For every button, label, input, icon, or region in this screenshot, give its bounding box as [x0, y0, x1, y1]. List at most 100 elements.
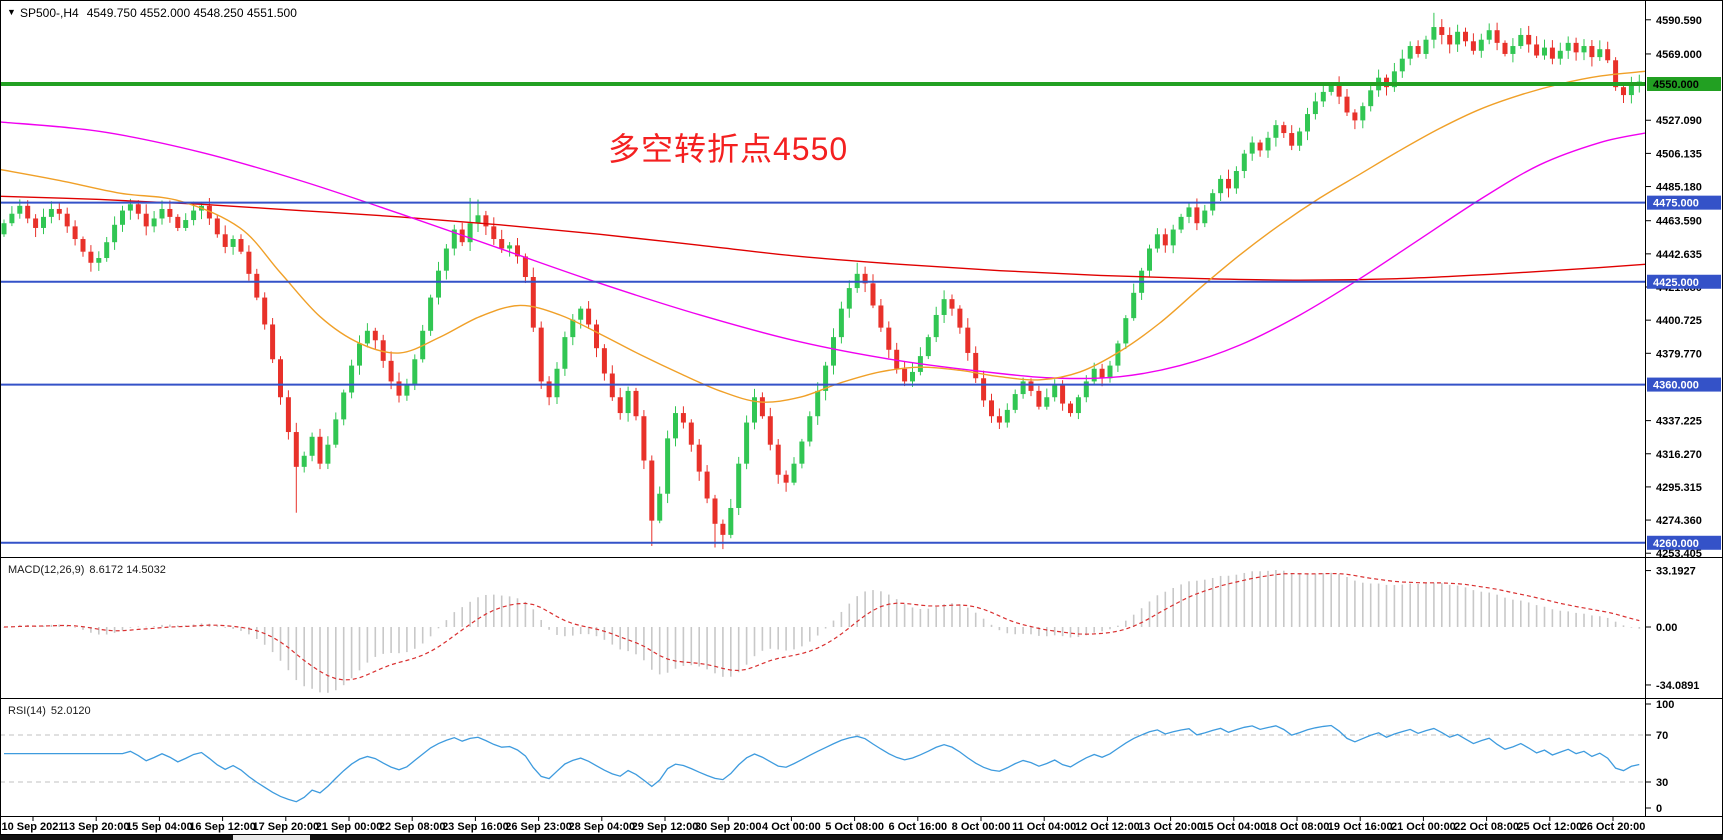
candle-body	[823, 365, 829, 391]
candle-body	[270, 324, 276, 360]
candle-body	[262, 297, 268, 325]
time-tick-label: 5 Oct 08:00	[825, 821, 884, 833]
candle-body	[1131, 292, 1137, 319]
macd-histogram-bar	[911, 607, 914, 627]
taskbar-strip	[0, 835, 1723, 840]
macd-histogram-bar	[1591, 615, 1593, 627]
candle-body	[1344, 96, 1350, 113]
price-tick-label: 4274.360	[1656, 515, 1702, 527]
candle-body	[175, 216, 181, 228]
candle-body	[1241, 153, 1247, 172]
candle-body	[767, 416, 773, 445]
macd-histogram-bar	[50, 624, 53, 627]
candle-body	[1455, 31, 1461, 45]
macd-histogram-bar	[1251, 571, 1253, 627]
candle-body	[1297, 131, 1303, 146]
macd-histogram-bar	[903, 604, 906, 627]
candle-body	[696, 444, 702, 472]
candle-body	[1328, 85, 1334, 92]
macd-histogram-bar	[1132, 614, 1135, 627]
macd-histogram-bar	[500, 595, 503, 627]
macd-histogram-bar	[437, 627, 440, 629]
candle-body	[641, 416, 647, 461]
macd-histogram-bar	[105, 627, 108, 635]
candle-body	[1075, 397, 1081, 414]
macd-label: MACD(12,26,9) 8.6172 14.5032	[8, 564, 166, 576]
time-tick-label: 30 Sep 20:00	[695, 821, 762, 833]
macd-histogram-bar	[643, 627, 645, 661]
candle-body	[451, 229, 457, 249]
candle-body	[680, 413, 686, 423]
macd-histogram-bar	[485, 594, 487, 627]
time-tick-label: 4 Oct 00:00	[762, 821, 821, 833]
candle-body	[1526, 34, 1532, 45]
candle-body	[894, 349, 900, 369]
time-tick-label: 11 Oct 04:00	[1012, 821, 1076, 833]
time-tick-label: 26 Sep 23:00	[505, 821, 572, 833]
macd-histogram-bar	[927, 608, 930, 627]
candle-body	[1226, 178, 1231, 189]
macd-histogram-bar	[579, 627, 582, 635]
candle-body	[341, 392, 347, 420]
candle-body	[601, 348, 607, 374]
candle-body	[1004, 409, 1010, 423]
candle-body	[1091, 368, 1097, 382]
macd-histogram-bar	[421, 627, 424, 644]
macd-histogram-bar	[587, 627, 590, 635]
price-tick-label: 4295.315	[1656, 482, 1702, 494]
time-tick-label: 13 Oct 20:00	[1138, 821, 1203, 833]
macd-histogram-bar	[248, 627, 250, 635]
rsi-tick-label: 0	[1656, 803, 1662, 815]
level-price-badge[interactable]	[1647, 195, 1721, 210]
candle-body	[183, 220, 189, 228]
ohlc-values: 4549.750 4552.000 4548.250 4551.500	[86, 6, 297, 20]
macd-histogram-bar	[319, 627, 321, 693]
macd-histogram-bar	[967, 607, 969, 627]
price-tick-label: 4400.725	[1656, 315, 1702, 327]
level-price-badge[interactable]	[1647, 274, 1721, 289]
chart-annotation-text[interactable]: 多空转折点4550	[608, 131, 849, 167]
macd-histogram-bar	[959, 604, 961, 627]
candle-body	[278, 359, 283, 398]
macd-histogram-bar	[366, 627, 369, 663]
macd-histogram-bar	[951, 603, 953, 627]
macd-histogram-bar	[1109, 627, 1111, 630]
macd-histogram-bar	[1235, 574, 1238, 627]
level-price-badge[interactable]	[1647, 535, 1721, 550]
macd-histogram-bar	[1543, 606, 1546, 627]
macd-histogram-bar	[66, 625, 68, 627]
candle-body	[467, 223, 473, 243]
time-tick-label: 16 Sep 12:00	[189, 821, 256, 833]
rsi-tick-label: 30	[1656, 777, 1668, 789]
macd-histogram-bar	[1583, 613, 1585, 627]
candle-body	[17, 205, 23, 214]
macd-histogram-bar	[1369, 583, 1372, 627]
level-price-badge[interactable]	[1647, 77, 1721, 91]
macd-histogram-bar	[335, 627, 337, 691]
candle-body	[9, 213, 15, 224]
time-tick-label: 6 Oct 16:00	[888, 821, 947, 833]
candle-body	[633, 390, 639, 417]
macd-histogram-bar	[1283, 570, 1285, 627]
candle-body	[1621, 87, 1626, 96]
candle-body	[222, 234, 228, 247]
candle-body	[475, 215, 481, 224]
level-badge-label: 4550.000	[1653, 79, 1699, 91]
level-price-badge[interactable]	[1647, 377, 1721, 392]
macd-histogram-bar	[1512, 599, 1514, 627]
candle-body	[957, 308, 963, 328]
macd-histogram-bar	[1354, 580, 1356, 627]
price-tick-label: 4442.635	[1656, 249, 1702, 261]
candle-body	[878, 305, 884, 328]
macd-histogram-bar	[1385, 584, 1388, 627]
macd-histogram-bar	[1480, 591, 1483, 627]
macd-histogram-bar	[1441, 583, 1443, 627]
candle-body	[1305, 114, 1310, 132]
candle-body	[791, 463, 797, 483]
macd-histogram-bar	[137, 626, 140, 628]
macd-histogram-bar	[1504, 597, 1506, 627]
macd-histogram-bar	[793, 627, 795, 650]
candle-body	[736, 463, 742, 508]
